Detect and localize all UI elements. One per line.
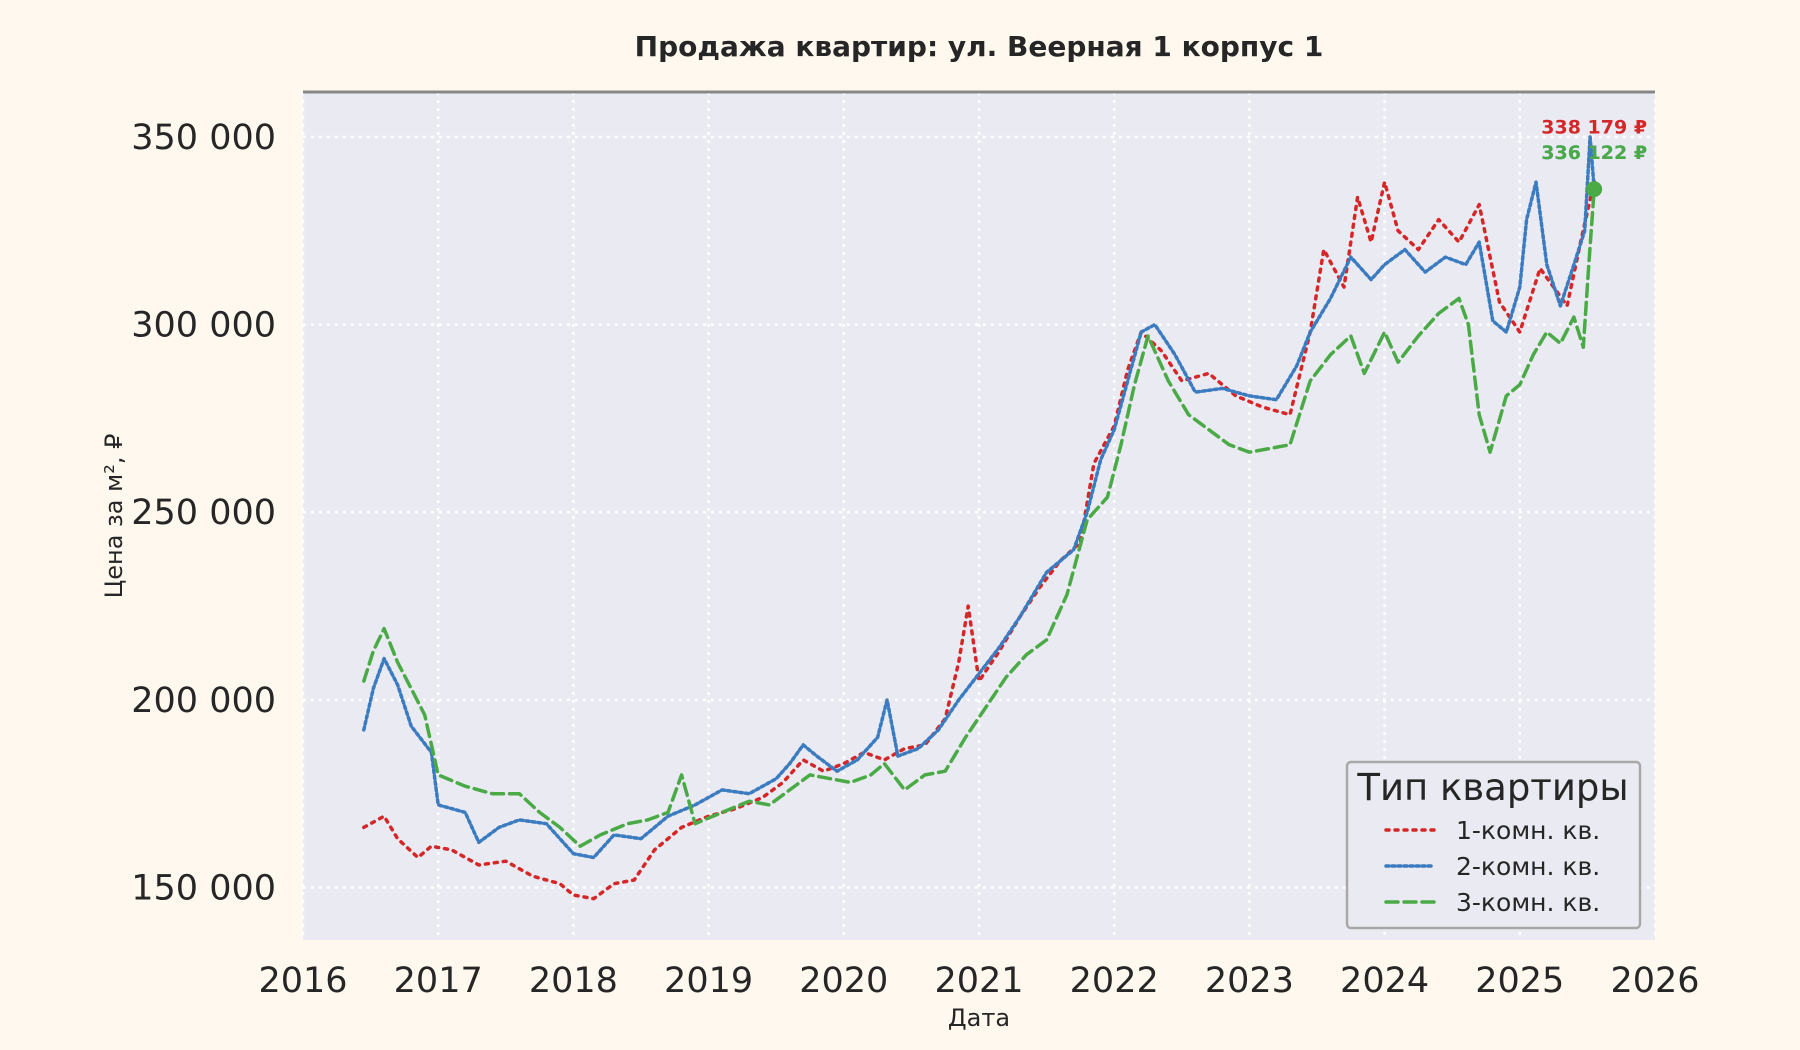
legend-label-3: 3-комн. кв. xyxy=(1456,888,1600,917)
y-tick-label: 200 000 xyxy=(131,681,276,721)
x-tick-label: 2022 xyxy=(1070,961,1159,1001)
x-tick-labels: 2016 2017 2018 2019 2020 2021 2022 2023 2024 2025… xyxy=(258,961,1699,1001)
legend-label-2: 2-комн. кв. xyxy=(1456,852,1600,881)
legend: Тип квартиры 1-комн. кв. 2-комн. кв. 3-ком… xyxy=(1345,760,1642,930)
y-tick-labels: 150 000 200 000 250 000 300 000 350 000 xyxy=(131,118,276,908)
end-label-1: 338 179 ₽ xyxy=(1541,116,1647,138)
x-tick-label: 2018 xyxy=(529,961,618,1001)
series-line-3 xyxy=(362,187,1596,848)
x-tick-label: 2024 xyxy=(1340,961,1429,1001)
end-labels: 338 179 ₽336 122 ₽336 122 ₽ xyxy=(1541,116,1647,164)
y-tick-label: 150 000 xyxy=(131,868,276,908)
series-lines xyxy=(362,135,1603,901)
x-tick-label: 2019 xyxy=(664,961,753,1001)
x-tick-label: 2020 xyxy=(799,961,888,1001)
y-axis-title: Цена за м², ₽ xyxy=(100,434,128,599)
x-axis-title: Дата xyxy=(948,1004,1010,1032)
legend-box xyxy=(1345,760,1642,930)
legend-label-1: 1-комн. кв. xyxy=(1456,816,1600,845)
series-line-2 xyxy=(362,135,1596,860)
x-tick-label: 2021 xyxy=(934,961,1023,1001)
x-tick-label: 2016 xyxy=(258,961,347,1001)
legend-title: Тип квартиры xyxy=(1356,766,1628,809)
x-tick-label: 2017 xyxy=(394,961,483,1001)
end-label-2: 336 122 ₽ xyxy=(1541,142,1647,164)
end-marker xyxy=(1586,181,1603,198)
y-tick-label: 300 000 xyxy=(131,306,276,346)
x-tick-label: 2026 xyxy=(1610,961,1699,1001)
y-tick-label: 350 000 xyxy=(131,118,276,158)
chart-title: Продажа квартир: ул. Веерная 1 корпус 1 xyxy=(635,30,1324,63)
x-tick-label: 2023 xyxy=(1205,961,1294,1001)
x-tick-label: 2025 xyxy=(1475,961,1564,1001)
legend-entries: 1-комн. кв. 2-комн. кв. 3-комн. кв. xyxy=(1384,816,1600,917)
y-tick-label: 250 000 xyxy=(131,493,276,533)
end-label-3: 336 122 ₽ xyxy=(1541,142,1647,164)
